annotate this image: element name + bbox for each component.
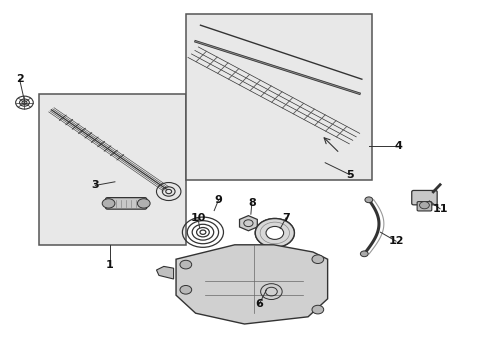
FancyBboxPatch shape (105, 198, 146, 209)
Text: 10: 10 (190, 213, 205, 223)
Text: 5: 5 (345, 170, 353, 180)
Text: 2: 2 (16, 74, 23, 84)
Text: 11: 11 (431, 204, 447, 214)
Circle shape (364, 197, 372, 203)
Bar (39, 94, 185, 245)
Circle shape (102, 199, 115, 208)
Polygon shape (156, 266, 173, 279)
Text: 6: 6 (255, 299, 263, 309)
Circle shape (180, 285, 191, 294)
Circle shape (180, 260, 191, 269)
Text: 1: 1 (106, 260, 114, 270)
FancyBboxPatch shape (411, 190, 436, 205)
Circle shape (265, 226, 283, 239)
Circle shape (311, 255, 323, 264)
Circle shape (311, 305, 323, 314)
Text: 8: 8 (247, 198, 255, 208)
Text: 4: 4 (394, 141, 402, 151)
Text: 12: 12 (387, 236, 403, 246)
Circle shape (255, 219, 294, 247)
Text: 3: 3 (91, 180, 99, 190)
Circle shape (419, 202, 428, 209)
Polygon shape (239, 216, 257, 231)
Text: 7: 7 (282, 213, 289, 223)
FancyBboxPatch shape (416, 202, 431, 211)
Text: 9: 9 (214, 195, 222, 205)
Polygon shape (176, 245, 327, 324)
Bar (185, 14, 371, 180)
Circle shape (137, 199, 150, 208)
Circle shape (360, 251, 367, 257)
